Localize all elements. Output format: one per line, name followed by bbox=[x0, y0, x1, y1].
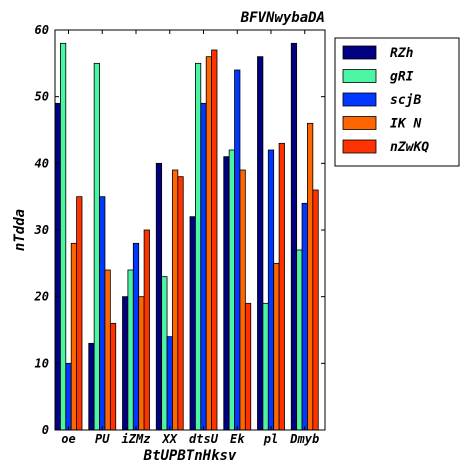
bar-IK-N-iZMz bbox=[138, 296, 145, 431]
bar-RZh-Dmyb bbox=[290, 42, 298, 431]
bar-RZh-iZMz bbox=[122, 296, 129, 431]
bar-RZh-Ek bbox=[223, 156, 230, 431]
x-tick-label: iZMz bbox=[122, 432, 151, 446]
bar-nZwKQ-Dmyb bbox=[312, 189, 319, 431]
y-tick-label: 20 bbox=[34, 290, 49, 304]
bar-RZh-XX bbox=[155, 162, 163, 431]
bar-scjB-PU bbox=[99, 196, 106, 431]
bar-IK-N-Dmyb bbox=[307, 122, 314, 431]
y-axis-label: nTdda bbox=[12, 209, 28, 251]
x-tick-label: dtsU bbox=[189, 432, 219, 446]
bar-scjB-dtsU bbox=[200, 102, 207, 431]
bar-gRI-PU bbox=[93, 62, 100, 431]
bar-IK-N-dtsU bbox=[205, 56, 212, 431]
legend-label: RZh bbox=[390, 46, 414, 61]
x-tick-label: PU bbox=[95, 432, 110, 446]
bar-RZh-PU bbox=[88, 342, 95, 431]
x-axis: oe PU iZMz XX dtsU Ek pl Dmyb bbox=[61, 30, 319, 446]
bar-gRI-XX bbox=[161, 276, 168, 431]
y-tick-label: 10 bbox=[35, 356, 49, 370]
bar-scjB-Ek bbox=[234, 69, 241, 431]
bar-RZh-oe bbox=[54, 102, 61, 431]
bar-RZh-pl bbox=[257, 56, 264, 431]
bar-nZwKQ-Ek bbox=[244, 302, 252, 431]
y-axis: 0 10 20 30 40 50 60 bbox=[34, 23, 325, 437]
x-tick-label: pl bbox=[263, 432, 278, 446]
legend-swatch bbox=[342, 116, 377, 130]
legend-label: scjB bbox=[390, 93, 421, 108]
bars-group bbox=[54, 42, 319, 431]
bar-nZwKQ-PU bbox=[109, 322, 117, 431]
bar-IK-N-pl bbox=[273, 262, 280, 431]
bar-nZwKQ-oe bbox=[76, 196, 83, 431]
bar-nZwKQ-dtsU bbox=[211, 49, 218, 431]
x-axis-label: BtUPBTnHksv bbox=[143, 448, 237, 464]
bar-gRI-Ek bbox=[228, 149, 235, 431]
bar-gRI-oe bbox=[60, 42, 67, 431]
bar-gRI-pl bbox=[262, 302, 269, 431]
bar-scjB-oe bbox=[65, 362, 72, 431]
bar-nZwKQ-pl bbox=[278, 142, 285, 431]
y-tick-label: 30 bbox=[34, 223, 49, 237]
bar-IK-N-Ek bbox=[239, 169, 246, 431]
y-tick-label: 40 bbox=[35, 156, 49, 170]
x-tick-label: oe bbox=[61, 432, 75, 446]
bar-gRI-Dmyb bbox=[296, 249, 303, 431]
bar-IK-N-XX bbox=[172, 169, 179, 431]
legend-swatch bbox=[342, 69, 377, 83]
x-tick-label: XX bbox=[162, 432, 178, 446]
y-tick-label: 60 bbox=[35, 23, 49, 37]
bar-nZwKQ-XX bbox=[177, 176, 184, 431]
bar-scjB-iZMz bbox=[132, 242, 140, 431]
y-tick-label: 50 bbox=[35, 90, 49, 104]
x-tick-label: Ek bbox=[230, 432, 245, 446]
bar-scjB-Dmyb bbox=[301, 202, 308, 431]
legend-label: nZwKQ bbox=[390, 140, 429, 155]
legend-swatch bbox=[342, 45, 377, 60]
bar-IK-N-oe bbox=[70, 242, 77, 431]
legend: RZh gRI scjB IK N nZwKQ bbox=[334, 37, 460, 167]
bar-RZh-dtsU bbox=[189, 216, 196, 431]
y-tick-label: 0 bbox=[42, 423, 49, 437]
legend-swatch bbox=[342, 139, 377, 154]
legend-label: IK N bbox=[390, 117, 421, 132]
bar-scjB-XX bbox=[166, 336, 173, 431]
bar-gRI-dtsU bbox=[194, 62, 202, 431]
legend-label: gRI bbox=[390, 70, 414, 85]
legend-swatch bbox=[342, 92, 377, 107]
x-tick-label: Dmyb bbox=[289, 432, 319, 446]
bar-nZwKQ-iZMz bbox=[143, 229, 150, 431]
bar-gRI-iZMz bbox=[127, 269, 134, 431]
bar-scjB-pl bbox=[267, 149, 275, 431]
bar-IK-N-PU bbox=[104, 269, 111, 431]
chart-title: BFVNwybaDA bbox=[240, 10, 325, 26]
